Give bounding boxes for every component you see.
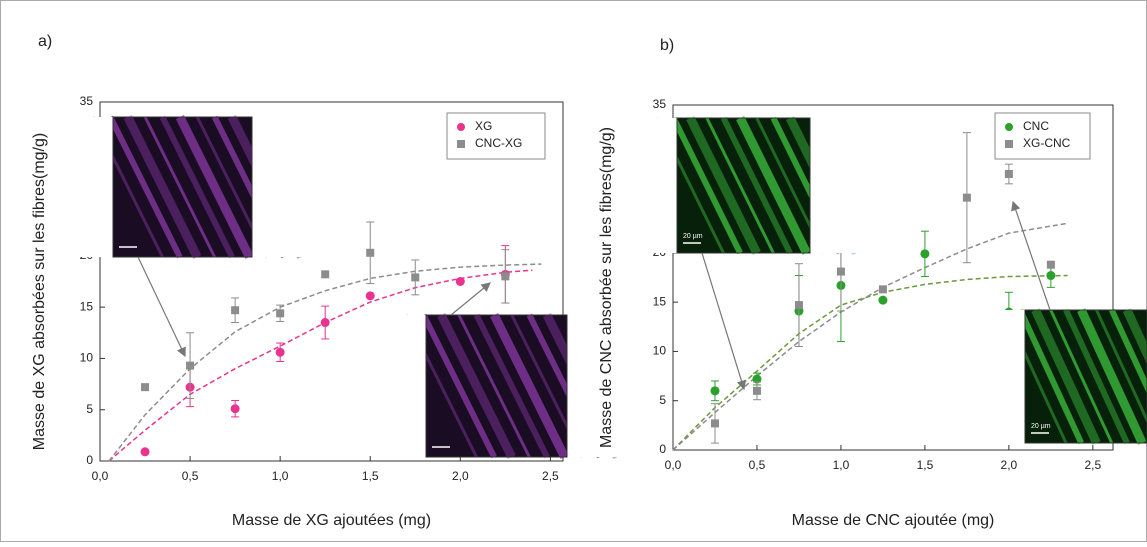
x-tick-label: 1,0 [272, 469, 289, 483]
point [963, 194, 971, 202]
x-tick-label: 2,5 [1085, 458, 1102, 472]
x-tick-label: 2,5 [542, 469, 559, 483]
point [795, 301, 803, 309]
y-tick-label: 10 [80, 351, 94, 365]
y-tick-label: 35 [653, 97, 667, 111]
point [276, 309, 284, 317]
y-tick-label: 10 [653, 344, 667, 358]
inset-clip [73, 117, 113, 257]
x-tick-label: 1,5 [917, 458, 934, 472]
point [321, 270, 329, 278]
x-axis-label: Masse de CNC ajoutée (mg) [792, 512, 995, 529]
point [186, 362, 194, 370]
x-tick-label: 0,0 [665, 458, 682, 472]
point [711, 419, 719, 427]
point [231, 306, 239, 314]
x-tick-label: 0,5 [182, 469, 199, 483]
point [920, 249, 929, 258]
micrograph-inset [73, 117, 342, 257]
legend-swatch [457, 140, 465, 148]
point [878, 296, 887, 305]
y-tick-label: 0 [86, 453, 93, 467]
point [366, 291, 375, 300]
y-tick-label: 5 [86, 402, 93, 416]
point [501, 272, 509, 280]
inset-clip [637, 118, 677, 253]
point [366, 249, 374, 257]
point [753, 387, 761, 395]
point [141, 383, 149, 391]
y-axis-label: Masse de CNC absorbée sur les fibres(mg/… [598, 127, 615, 448]
micrograph-inset: 20 µm [637, 118, 900, 253]
x-tick-label: 0,0 [92, 469, 109, 483]
point [231, 404, 240, 413]
x-tick-label: 1,0 [833, 458, 850, 472]
scale-label: 20 µm [1031, 423, 1051, 430]
legend-label: XG [475, 119, 492, 133]
point [456, 277, 465, 286]
panel-label: b) [660, 37, 674, 54]
point [321, 318, 330, 327]
point [837, 268, 845, 276]
point [1005, 170, 1013, 178]
legend-swatch [1005, 140, 1013, 148]
point [411, 273, 419, 281]
y-tick-label: 15 [80, 299, 94, 313]
legend-label: XG-CNC [1023, 136, 1071, 150]
inset-clip [985, 310, 1025, 443]
panel-label: a) [38, 33, 52, 50]
inset-clip [386, 315, 426, 457]
x-tick-label: 1,5 [362, 469, 379, 483]
y-tick-label: 0 [659, 442, 666, 456]
point [1047, 261, 1055, 269]
y-tick-label: 15 [653, 294, 667, 308]
legend-label: CNC [1023, 119, 1049, 133]
y-tick-label: 35 [80, 94, 94, 108]
point [710, 386, 719, 395]
legend-swatch [1005, 123, 1013, 131]
x-axis-label: Masse de XG ajoutées (mg) [232, 512, 431, 529]
x-tick-label: 2,0 [1001, 458, 1018, 472]
point [141, 447, 150, 456]
inset-clip [810, 118, 900, 253]
point [276, 348, 285, 357]
point [1046, 271, 1055, 280]
point [879, 285, 887, 293]
micrograph-inset: 20 µm [985, 310, 1147, 443]
y-tick-label: 5 [659, 393, 666, 407]
y-axis-label: Masse de XG absorbées sur les fibres(mg/… [31, 133, 48, 450]
legend-swatch [457, 123, 465, 131]
legend-label: CNC-XG [475, 136, 522, 150]
micrograph-inset [386, 315, 657, 457]
scale-label: 20 µm [683, 233, 703, 240]
x-tick-label: 0,5 [749, 458, 766, 472]
inset-clip [252, 117, 342, 257]
x-tick-label: 2,0 [452, 469, 469, 483]
